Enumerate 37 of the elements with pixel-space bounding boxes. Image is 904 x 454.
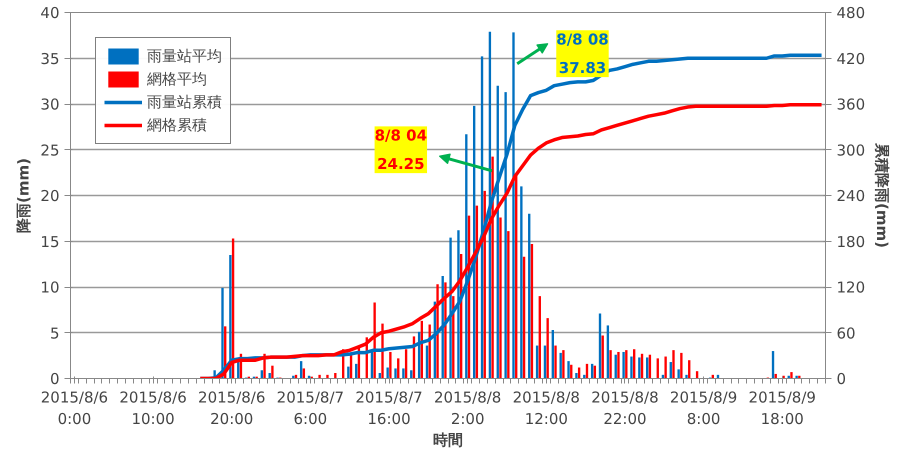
y2-tick-label: 420 (836, 50, 866, 68)
y2-axis-title: 累積降雨(mm) (873, 142, 892, 248)
legend-label: 網格累積 (147, 116, 207, 134)
y2-tick-label: 480 (836, 4, 866, 22)
annotation: 8/8 08 37.83 (556, 30, 609, 78)
legend-label: 雨量站累積 (147, 92, 222, 112)
y2-tick-label: 120 (836, 278, 866, 296)
y-tick-label: 20 (40, 187, 60, 205)
y-tick-label: 25 (40, 141, 60, 160)
y-tick-label: 0 (50, 370, 60, 388)
y-axis-title: 降雨(mm) (14, 158, 32, 233)
y2-tick-label: 0 (836, 370, 846, 388)
y-tick-label: 15 (40, 232, 60, 251)
y-tick-label: 5 (50, 324, 60, 342)
y2-tick-label: 300 (836, 141, 866, 160)
x-tick-label: 2015/8/9 8:00 (670, 388, 738, 428)
x-axis-title: 時間 (433, 431, 463, 450)
x-tick-label: 2015/8/8 12:00 (512, 388, 580, 428)
annotation: 8/8 04 24.25 (374, 126, 428, 174)
y2-tick-label: 360 (836, 96, 866, 114)
legend-label: 雨量站平均 (147, 46, 222, 66)
legend-label: 網格平均 (147, 70, 207, 88)
x-tick-label: 2015/8/6 10:00 (119, 388, 187, 428)
x-tick-label: 2015/8/8 2:00 (434, 388, 502, 428)
y2-tick-label: 180 (836, 232, 866, 251)
y2-tick-label: 240 (836, 187, 866, 205)
x-tick-label: 2015/8/7 16:00 (355, 388, 423, 428)
x-tick-label: 2015/8/9 18:00 (748, 388, 816, 428)
x-tick-label: 2015/8/6 0:00 (40, 388, 108, 428)
y2-tick-label: 60 (836, 324, 856, 342)
x-tick-label: 2015/8/8 22:00 (591, 388, 659, 428)
x-tick-label: 2015/8/6 20:00 (198, 388, 266, 428)
y-tick-label: 30 (40, 96, 60, 114)
y-tick-label: 10 (40, 278, 60, 296)
y-tick-label: 35 (40, 50, 60, 68)
x-tick-label: 2015/8/7 6:00 (276, 388, 344, 428)
y-tick-label: 40 (40, 4, 60, 22)
